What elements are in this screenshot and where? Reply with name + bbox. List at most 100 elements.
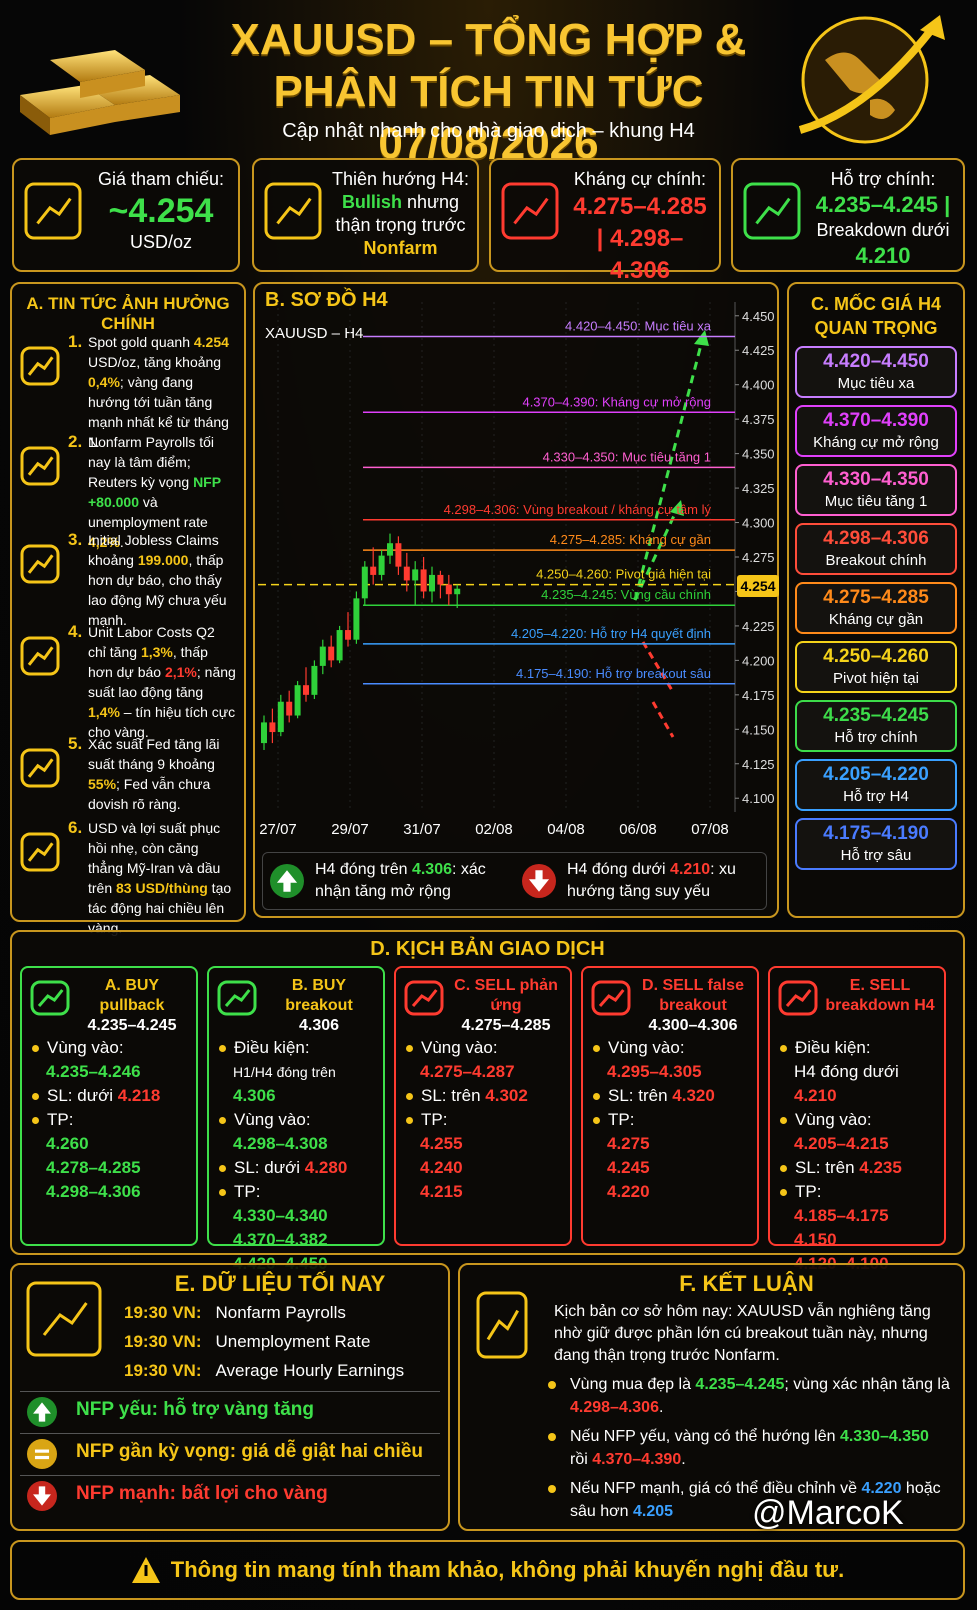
level-range: 4.370–4.390 (823, 410, 929, 431)
event-name: Nonfarm Payrolls (215, 1303, 346, 1322)
level-label: 4.175–4.190: Hỗ trợ breakout sâu (516, 666, 711, 681)
highlight: 4.210 (794, 1086, 837, 1105)
candle-body (395, 543, 402, 567)
header-art (20, 15, 945, 144)
scenario-row: SL: trên 4.302 (406, 1084, 566, 1108)
bullet (593, 1045, 600, 1053)
level-card: 4.235–4.245 Hỗ trợ chính (795, 700, 957, 752)
panel-title: C. MỐC GIÁ H4 QUAN TRỌNG (810, 294, 941, 338)
text-run: SL: dưới (234, 1158, 305, 1177)
level-label: Breakout chính (825, 552, 927, 569)
icon-shape (20, 346, 60, 386)
scenario-row: SL: dưới 4.280 (219, 1156, 379, 1180)
conclusion-panel: F. KẾT LUẬN Kịch bản cơ sở hôm nay: XAUUS… (458, 1263, 965, 1531)
bullet (593, 1117, 600, 1125)
scenario-row: 4.275 (593, 1132, 753, 1156)
text-run: Vùng vào: (608, 1038, 685, 1057)
candle-body (294, 685, 301, 716)
icon (20, 446, 60, 486)
level-range: 4.175–4.190 (823, 823, 929, 844)
scenario-name: D. SELL false breakout (642, 977, 744, 1014)
icon (778, 980, 818, 1016)
icon-shape (26, 1281, 102, 1357)
scenario-head: E. SELL breakdown H4 (820, 976, 940, 1016)
candle-body (387, 543, 393, 556)
level-range: 4.420–4.450 (823, 351, 929, 372)
highlight: NFP +80.000 (88, 474, 221, 510)
news-text: Xác suất Fed tăng lãi suất tháng 9 khoản… (88, 734, 236, 814)
scenario-row: 4.260 (32, 1132, 192, 1156)
highlight: 4.220 (607, 1182, 650, 1201)
level-range: 4.250–4.260 (823, 646, 929, 667)
scenario-row: 4.220 (593, 1180, 753, 1204)
text-run: TP: (795, 1182, 822, 1201)
text-run: , thấp hơn dự báo (88, 644, 208, 680)
scenario-zone: 4.306 (298, 1017, 340, 1034)
level-label: 4.370–4.390: Kháng cự mở rộng (522, 394, 711, 409)
bullet (32, 1117, 39, 1125)
icon-line (27, 758, 54, 778)
icon-shape (20, 446, 60, 486)
y-tick-label: 4.450 (742, 309, 775, 324)
icon (27, 1481, 57, 1511)
icon (522, 864, 556, 898)
scenario-row: 4.278–4.285 (32, 1156, 192, 1180)
level-card: 4.298–4.306 Breakout chính (795, 523, 957, 575)
icon (20, 748, 60, 788)
panel-title: E. DỮ LIỆU TỐI NAY (174, 1271, 386, 1296)
bullet (780, 1045, 787, 1053)
note-text: H4 đóng dưới 4.210: xu hướng tăng suy yế… (567, 859, 763, 903)
icon-arrow (276, 870, 298, 892)
news-text: Unit Labor Costs Q2 chỉ tăng 1,3%, thấp … (88, 622, 236, 742)
icon (26, 1281, 102, 1357)
text-run: ; năng suất lao động tăng (88, 664, 236, 700)
scenario-row: Điều kiện: (780, 1036, 940, 1060)
scenario-body: Điều kiện: H1/H4 đóng trên 4.306 Vùng vào:… (219, 1036, 379, 1276)
x-tick-label: 02/08 (475, 821, 513, 838)
x-tick-label: 31/07 (403, 821, 441, 838)
scenario-card: C. SELL phản ứng 4.275–4.285 Vùng vào: 4.27… (394, 966, 572, 1246)
y-tick-label: 4.150 (742, 722, 775, 737)
scenario-zone: 4.300–4.306 (648, 1017, 738, 1034)
bullet (219, 1189, 226, 1197)
scenario-row: TP: (593, 1108, 753, 1132)
level-label: Kháng cự mở rộng (813, 434, 939, 451)
icon (24, 182, 82, 240)
candle-body (319, 646, 326, 666)
highlight: 4.235–4.245 | (815, 192, 951, 217)
icon-line (513, 197, 549, 225)
icon (30, 980, 70, 1016)
text-run: Nếu NFP mạnh, giá có thể điều chỉnh về (570, 1480, 862, 1497)
text-run: ; Fed vẫn chưa dovish rõ ràng. (88, 776, 211, 812)
icon-line (276, 197, 312, 225)
candle-body (445, 584, 452, 595)
bullet (219, 1165, 226, 1173)
panel-title: A. TIN TỨC ẢNH HƯỞNG CHÍNH (26, 294, 230, 333)
text-run: Điều kiện: (795, 1038, 871, 1057)
text-run: Unit Labor Costs Q2 chỉ tăng (88, 624, 215, 660)
text-run: Vùng mua đẹp là (570, 1376, 696, 1393)
candle-body (429, 574, 435, 592)
scenario-row: 4.295–4.305 (593, 1060, 753, 1084)
footer-text: Thông tin mang tính tham khảo, không phả… (170, 1557, 845, 1582)
bullet (406, 1117, 413, 1125)
arrow (633, 506, 680, 601)
y-tick-label: 4.425 (742, 343, 775, 358)
scenario-row: Vùng vào: (780, 1108, 940, 1132)
text-run: USD/oz (129, 232, 192, 252)
summary-text: Hỗ trợ chính: 4.235–4.245 | Breakdown dướ… (809, 168, 957, 270)
level-range: 4.205–4.220 (823, 764, 929, 785)
highlight: ~4.254 (108, 192, 214, 230)
icon-line (27, 646, 54, 666)
x-tick-label: 07/08 (691, 821, 729, 838)
icon (591, 980, 631, 1016)
news-text: Spot gold quanh 4.254 USD/oz, tăng khoản… (88, 332, 236, 452)
highlight: 4.235–4.246 (46, 1062, 141, 1081)
text-run: Spot gold quanh (88, 334, 194, 350)
bullet (780, 1165, 787, 1173)
event-name: Average Hourly Earnings (215, 1361, 405, 1380)
conclusion-bullet: Nếu NFP mạnh, giá có thể điều chỉnh về 4… (548, 1477, 951, 1523)
icon (20, 636, 60, 676)
highlight: 4.205 (632, 1503, 674, 1520)
icon-shape (20, 544, 60, 584)
